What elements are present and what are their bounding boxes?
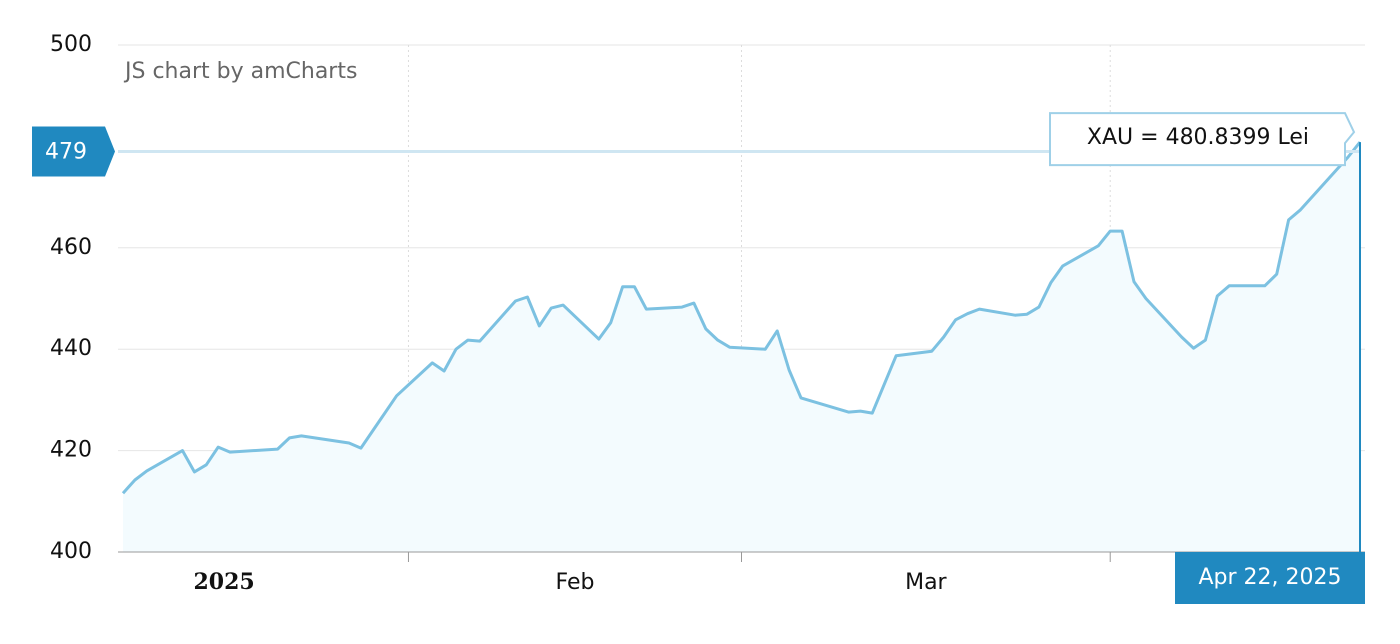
area: [123, 142, 1360, 552]
tooltip-box: [1049, 112, 1356, 167]
y-tick-label: 400: [50, 539, 92, 564]
cursor-date-label: Apr 22, 2025: [1198, 565, 1341, 590]
x-tick-label: 2025: [193, 569, 254, 595]
y-tick-label: 440: [50, 336, 92, 361]
y-tick-label: 460: [50, 235, 92, 260]
x-tick-label: Feb: [556, 570, 595, 595]
y-tick-label: 500: [50, 32, 92, 57]
watermark: JS chart by amCharts: [123, 59, 357, 84]
x-tick-label: Mar: [905, 570, 947, 595]
line: [121, 141, 1362, 495]
tooltip-text: XAU = 480.8399 Lei: [1087, 125, 1309, 150]
y-tick-label: 420: [50, 438, 92, 463]
cursor-y-box: [32, 126, 115, 177]
cursor-y-label: 479: [45, 139, 87, 164]
cursor-date-box: [1175, 552, 1365, 604]
